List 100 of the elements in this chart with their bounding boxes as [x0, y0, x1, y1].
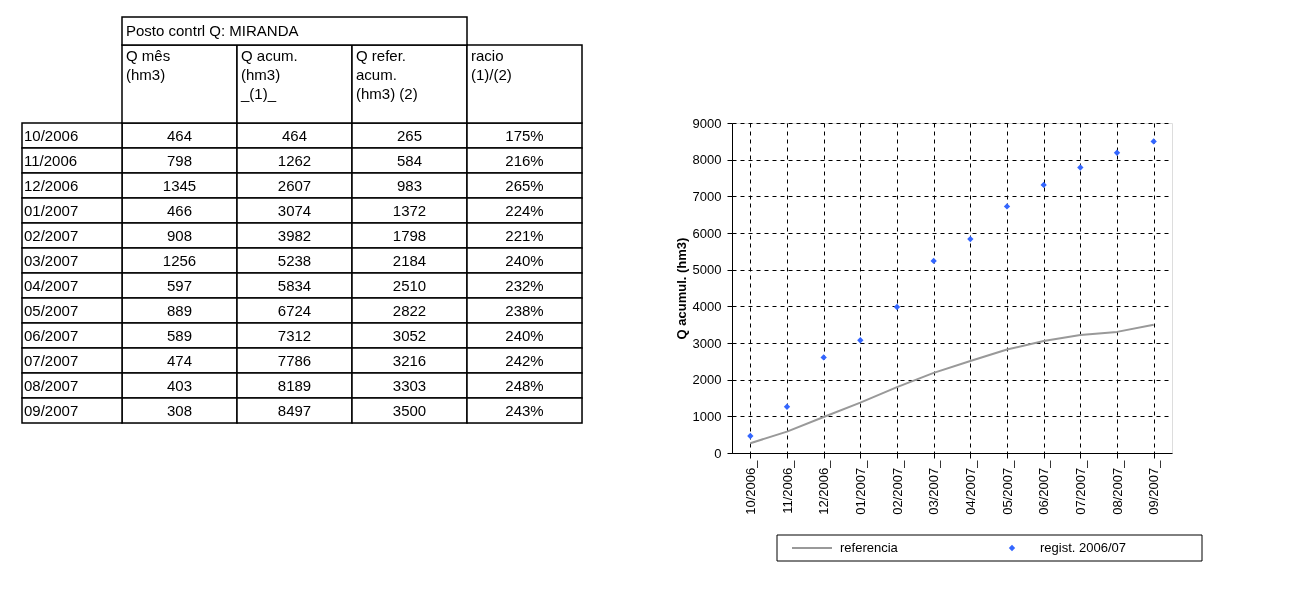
data-label: 1345	[162, 176, 197, 194]
y-tick-label: 1000	[692, 408, 722, 424]
data-label: 464	[166, 126, 193, 144]
y-tick-label: 03/2007	[24, 251, 79, 269]
point	[893, 303, 901, 311]
data-label: 308	[166, 401, 193, 419]
data-label: 3500	[392, 401, 427, 419]
data-label: 242%	[505, 351, 544, 369]
y-tick-label: 10/2006	[24, 126, 79, 144]
data-label: 216%	[505, 151, 544, 169]
data-label: 7786	[277, 351, 312, 369]
y-tick-label: 09/2007	[24, 401, 79, 419]
data-label: 584	[396, 151, 423, 169]
data-label: 6724	[277, 301, 312, 319]
data-label: 224%	[505, 201, 544, 219]
point	[783, 403, 791, 410]
data-label: 8497	[277, 401, 312, 419]
x-tick-label: 06/2007_	[1036, 459, 1052, 515]
data-label: 175%	[505, 126, 544, 144]
x-tick-label: 11/2006_	[779, 459, 795, 514]
x-tick-label: 12/2006_	[816, 459, 832, 515]
data-label: 1372	[392, 201, 427, 219]
data-label: 466	[166, 201, 193, 219]
data-label: 265%	[505, 176, 544, 194]
point	[1040, 181, 1047, 189]
x-tick-label: 03/2007_	[926, 459, 942, 515]
y-tick-label: 7000	[692, 188, 722, 204]
data-label: 3074	[277, 201, 312, 219]
data-label: 7312	[277, 326, 312, 344]
y-tick-label: 01/2007	[24, 201, 79, 219]
line-series	[749, 323, 1155, 445]
data-label: 2607	[277, 176, 312, 194]
data-label: 1256	[162, 251, 197, 269]
point	[1150, 138, 1157, 145]
data-label: 240%	[505, 251, 544, 269]
x-tick-label: 01/2007_	[852, 459, 868, 515]
x-tick-label: 10/2006_	[742, 459, 758, 515]
y-tick-label: 08/2007	[24, 376, 79, 394]
y-axis-title: Q acumul. (hm3)	[673, 237, 689, 340]
point	[1077, 164, 1084, 171]
point	[967, 235, 974, 243]
data-label: 265	[396, 126, 423, 144]
data-label: 983	[396, 176, 423, 194]
data-label: 589	[166, 326, 193, 344]
data-label: 798	[166, 151, 193, 169]
data-label: 248%	[505, 376, 544, 394]
x-tick-label: 04/2007_	[962, 459, 978, 515]
x-tick-label: Q mês (hm3)	[126, 47, 171, 83]
data-label: 3216	[392, 351, 427, 369]
data-label: 474	[166, 351, 193, 369]
data-label: 243%	[505, 401, 544, 419]
data-label: 403	[166, 376, 193, 394]
x-tick-label: 08/2007_	[1109, 459, 1125, 515]
y-tick-label: 6000	[692, 225, 722, 241]
y-tick-label: 9000	[692, 115, 722, 131]
x-tick-label: Q refer. acum. (hm3) (2)	[356, 47, 418, 102]
y-tick-label: 0	[714, 445, 722, 461]
data-label: 221%	[505, 226, 544, 244]
point	[747, 432, 754, 440]
data-label: 2510	[392, 276, 427, 294]
data-label: 464	[281, 126, 308, 144]
data-label: 1798	[392, 226, 427, 244]
data-label: 597	[166, 276, 193, 294]
chart-title: Posto contrl Q: MIRANDA	[126, 22, 299, 39]
point	[930, 257, 937, 265]
x-tick-label: 05/2007_	[999, 459, 1015, 515]
y-tick-label: 4000	[692, 298, 722, 314]
y-tick-label: 5000	[692, 262, 722, 278]
legend-label: referencia	[840, 540, 899, 555]
data-label: 3052	[392, 326, 427, 344]
point	[1113, 149, 1121, 156]
y-tick-label: 02/2007	[24, 226, 79, 244]
y-tick-label: 2000	[692, 372, 722, 388]
data-label: 5238	[277, 251, 312, 269]
y-tick-label: 05/2007	[24, 301, 79, 319]
data-label: 889	[166, 301, 193, 319]
x-tick-label: 07/2007_	[1072, 459, 1088, 515]
data-label: 908	[166, 226, 193, 244]
x-tick-label: 09/2007_	[1146, 459, 1162, 515]
y-tick-label: 07/2007	[24, 351, 79, 369]
y-tick-label: 3000	[692, 335, 722, 351]
point	[1003, 203, 1011, 210]
data-label: 1262	[277, 151, 312, 169]
y-tick-label: 12/2006	[24, 176, 79, 194]
data-label: 238%	[505, 301, 544, 319]
x-tick-label: 02/2007_	[889, 459, 905, 515]
data-label: 2184	[392, 251, 427, 269]
data-label: 240%	[505, 326, 544, 344]
data-label: 5834	[277, 276, 312, 294]
x-tick-label: Q acum. (hm3) _(1)_	[240, 47, 298, 102]
point	[820, 354, 827, 361]
y-tick-label: 04/2007	[24, 276, 79, 294]
legend-label: regist. 2006/07	[1040, 540, 1127, 555]
y-tick-label: 11/2006	[24, 151, 78, 169]
data-label: 3303	[392, 376, 427, 394]
point	[857, 337, 864, 344]
data-label: 232%	[505, 276, 544, 294]
y-tick-label: 8000	[692, 152, 722, 168]
data-label: 2822	[392, 301, 427, 319]
y-tick-label: 06/2007	[24, 326, 79, 344]
